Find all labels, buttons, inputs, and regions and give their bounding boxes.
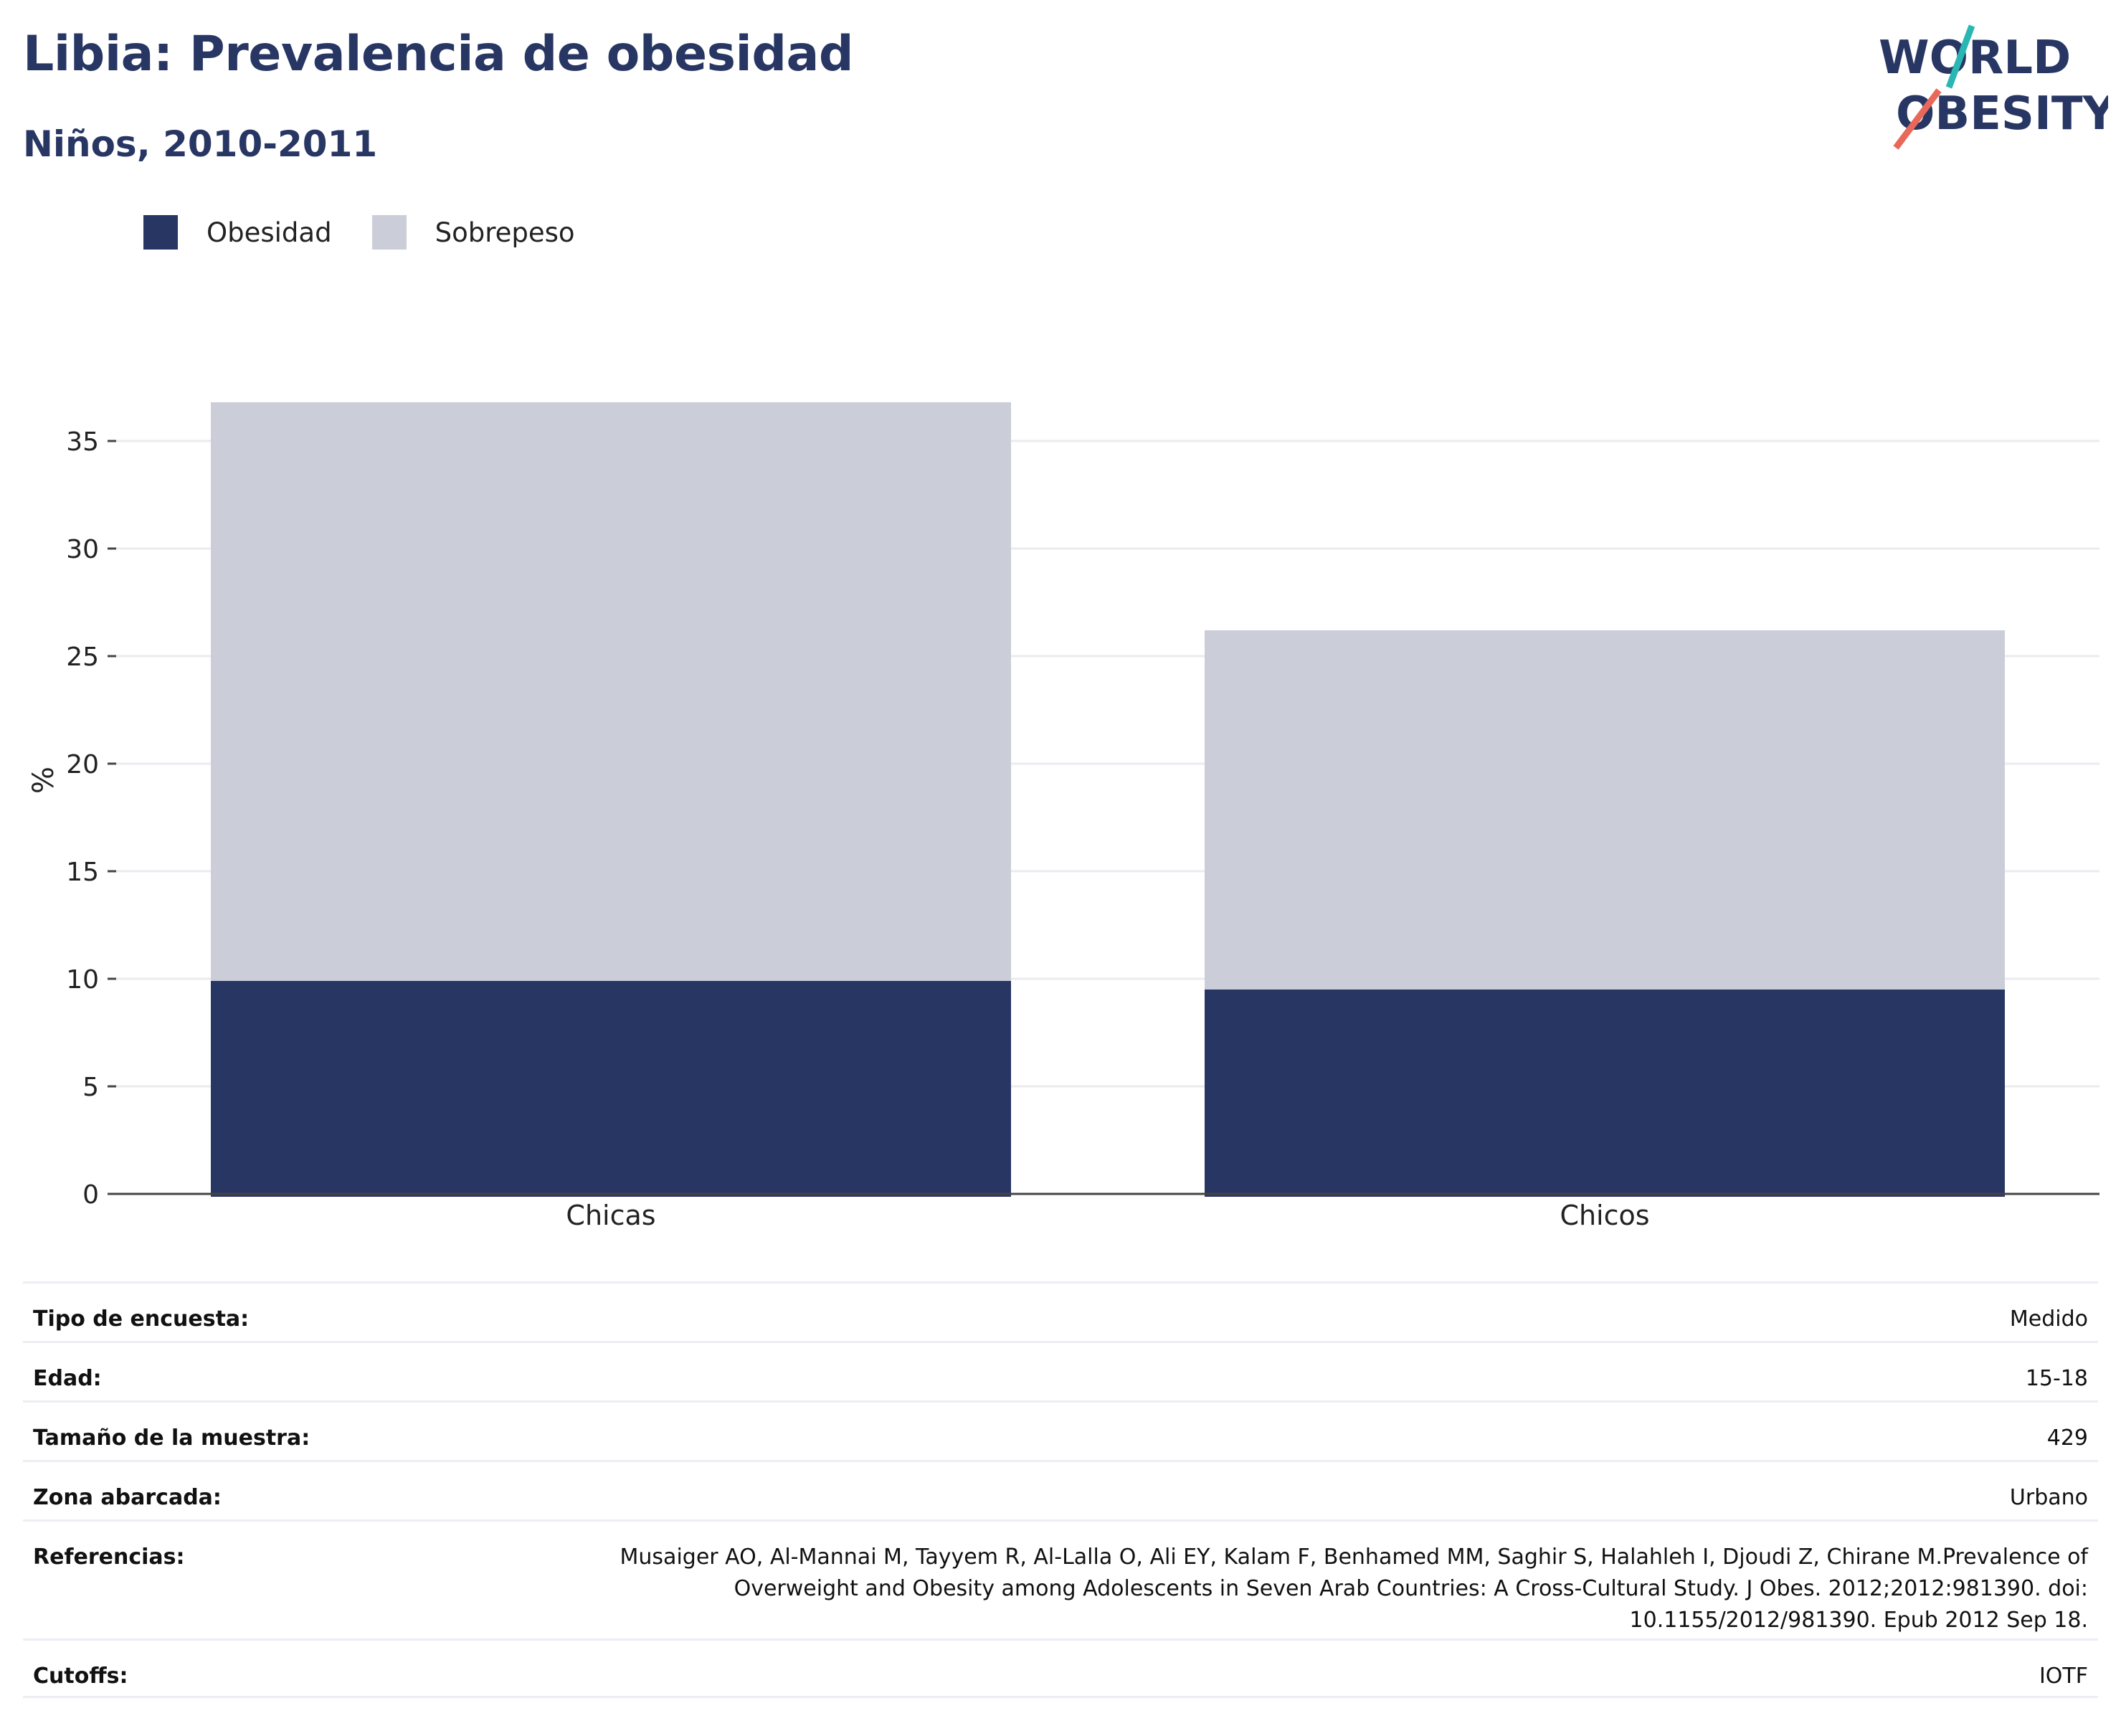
legend-label-sobrepeso: Sobrepeso — [435, 217, 575, 248]
legend-item-obesidad[interactable]: Obesidad — [143, 215, 332, 250]
logo-slash-teal — [1945, 24, 1975, 89]
info-label: Edad: — [33, 1366, 102, 1391]
x-category-label: Chicos — [1560, 1200, 1649, 1231]
info-label: Tamaño de la muestra: — [33, 1426, 310, 1451]
chart-title: Libia: Prevalencia de obesidad — [23, 26, 854, 82]
y-tick-label: 30 — [66, 535, 99, 564]
legend-label-obesidad: Obesidad — [207, 217, 332, 248]
x-axis-labels: Chicas Chicos — [566, 1200, 1649, 1231]
y-tick-label: 10 — [66, 965, 99, 995]
bars — [211, 402, 2005, 1197]
logo-slash-coral — [1893, 88, 1942, 150]
info-value: Medido — [2009, 1306, 2088, 1332]
legend-item-sobrepeso[interactable]: Sobrepeso — [371, 215, 575, 250]
x-category-label: Chicas — [566, 1200, 655, 1231]
bar-sobrepeso-chicas[interactable] — [211, 402, 1011, 981]
info-value: Musaiger AO, Al-Mannai M, Tayyem R, Al-L… — [620, 1545, 2088, 1633]
y-tick-label: 25 — [66, 642, 99, 672]
y-tick-label: 35 — [66, 427, 99, 457]
info-row: Tamaño de la muestra: 429 — [23, 1400, 2098, 1460]
bar-obesidad-chicos[interactable] — [1205, 990, 2005, 1197]
logo-text-world: WORLD — [1879, 32, 2071, 85]
info-label: Cutoffs: — [33, 1664, 128, 1689]
world-obesity-logo: WORLD OBESITY — [1879, 24, 2108, 150]
info-value: IOTF — [2039, 1664, 2088, 1689]
survey-info-table: Tipo de encuesta: Medido Edad: 15-18 Tamaño … — [23, 1281, 2098, 1698]
y-tick-label: 0 — [82, 1180, 99, 1210]
y-axis-ticks: 0 5 10 15 20 25 30 35 — [66, 427, 116, 1210]
info-value: 429 — [2046, 1426, 2088, 1451]
bar-sobrepeso-chicos[interactable] — [1205, 630, 2005, 990]
info-row: Edad: 15-18 — [23, 1341, 2098, 1400]
legend-swatch-sobrepeso — [371, 215, 407, 250]
info-row: Referencias: Musaiger AO, Al-Mannai M, Ta… — [23, 1519, 2098, 1638]
info-value: Urbano — [2009, 1485, 2088, 1510]
info-label: Tipo de encuesta: — [33, 1306, 250, 1332]
y-tick-label: 5 — [82, 1073, 99, 1102]
y-axis-title: % — [27, 767, 60, 794]
info-row: Cutoffs: IOTF — [23, 1638, 2098, 1698]
info-value: 15-18 — [2025, 1366, 2088, 1391]
info-row: Zona abarcada: Urbano — [23, 1460, 2098, 1519]
info-label: Referencias: — [33, 1545, 185, 1570]
chart-subtitle: Niños, 2010-2011 — [23, 123, 378, 165]
legend-swatch-obesidad — [143, 215, 178, 250]
y-tick-label: 20 — [66, 750, 99, 779]
stacked-bar-chart: 0 5 10 15 20 25 30 35 Chicas Chicos % — [27, 402, 2099, 1231]
bar-obesidad-chicas[interactable] — [211, 981, 1011, 1197]
info-row: Tipo de encuesta: Medido — [23, 1281, 2098, 1341]
info-label: Zona abarcada: — [33, 1485, 222, 1510]
chart-legend: Obesidad Sobrepeso — [143, 214, 615, 251]
y-tick-label: 15 — [66, 858, 99, 887]
